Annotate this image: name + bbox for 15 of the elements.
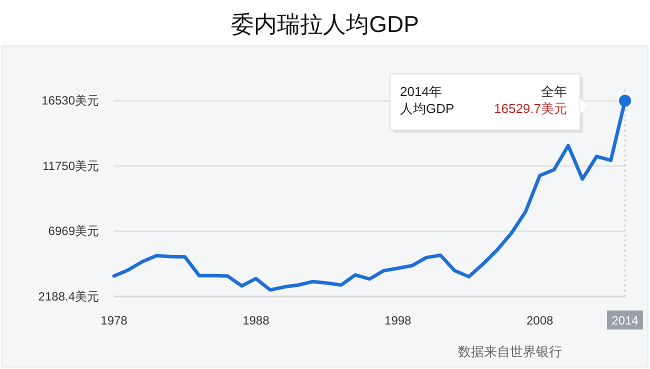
x-tick-label: 1988 [242,314,270,328]
annotation: 人均GDP [400,101,454,116]
x-tick-label: 1978 [100,314,128,328]
x-tick-label: 2014 [612,314,639,328]
y-tick-label: 6969美元 [48,224,99,238]
text: 全年 [541,84,567,99]
x-tick-label: 2008 [526,314,554,328]
text: 数据来自世界银行 [458,344,562,359]
annotation: 16529.7美元 [494,101,567,116]
y-tick-label: 16530美元 [42,94,99,108]
y-tick-label: 2188.4美元 [38,290,99,304]
text: 2014年 [400,84,442,99]
x-tick-label: 1998 [384,314,412,328]
y-tick-label: 11750美元 [42,158,99,173]
chart-title: 委内瑞拉人均GDP [231,11,419,37]
